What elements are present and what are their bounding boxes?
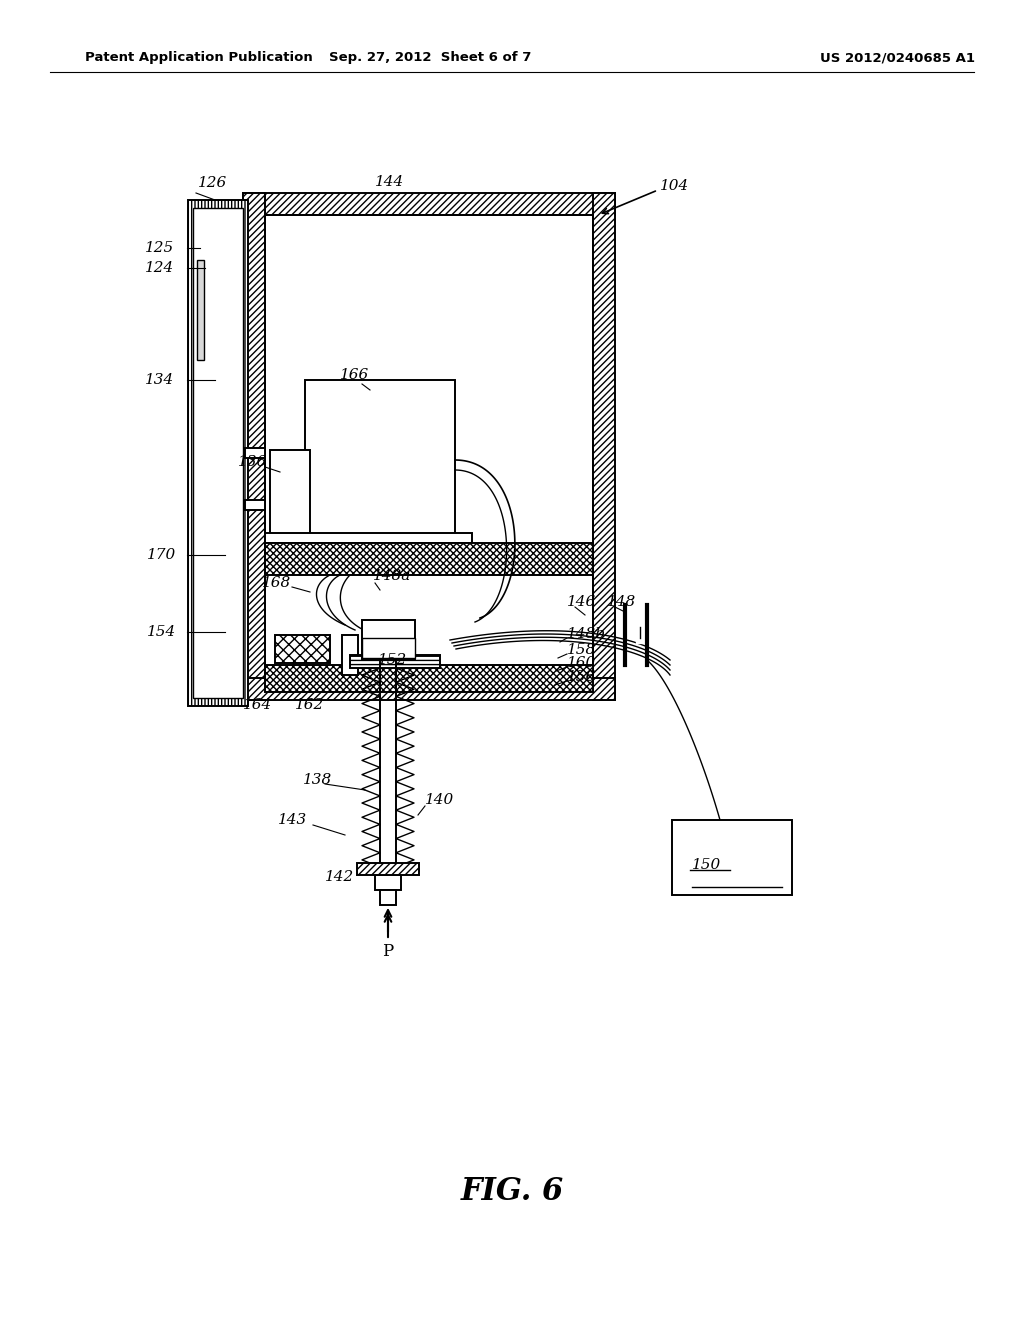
Text: 144: 144 [375, 176, 404, 189]
Text: 166: 166 [340, 368, 370, 381]
Text: 150: 150 [692, 858, 721, 873]
Text: 148b: 148b [567, 627, 606, 642]
Text: 154: 154 [147, 624, 176, 639]
Bar [362, 638, 415, 657]
Text: 168: 168 [262, 576, 291, 590]
Bar [243, 678, 615, 700]
Text: 164: 164 [243, 698, 272, 711]
Text: 148a: 148a [373, 569, 412, 583]
Text: 126: 126 [198, 176, 227, 190]
Text: 162: 162 [295, 698, 325, 711]
Bar [362, 620, 415, 660]
Bar [245, 500, 265, 510]
Bar [380, 890, 396, 906]
Bar [350, 655, 440, 668]
Bar [270, 450, 310, 535]
Text: US 2012/0240685 A1: US 2012/0240685 A1 [820, 51, 975, 65]
Text: 124: 124 [145, 261, 174, 275]
Text: 143: 143 [278, 813, 307, 828]
Bar [672, 820, 792, 895]
Bar [362, 660, 414, 875]
Bar [593, 193, 615, 700]
Text: 170: 170 [147, 548, 176, 562]
Text: Patent Application Publication: Patent Application Publication [85, 51, 312, 65]
Text: 136: 136 [238, 455, 267, 469]
Bar [197, 260, 204, 360]
Text: 125: 125 [145, 242, 174, 255]
Bar [275, 635, 330, 663]
Text: 152: 152 [379, 653, 408, 667]
Text: 158: 158 [567, 643, 596, 657]
Bar [357, 863, 419, 875]
Text: 160: 160 [567, 656, 596, 671]
Bar [188, 201, 248, 706]
Text: 146: 146 [567, 595, 596, 609]
Text: FIG. 6: FIG. 6 [461, 1176, 563, 1208]
Bar [243, 193, 615, 215]
Bar [342, 635, 358, 675]
Text: 134: 134 [145, 374, 174, 387]
Text: Sep. 27, 2012  Sheet 6 of 7: Sep. 27, 2012 Sheet 6 of 7 [329, 51, 531, 65]
Text: P: P [382, 944, 393, 961]
Bar [265, 215, 593, 678]
Bar [305, 380, 455, 535]
Text: 104: 104 [660, 180, 689, 193]
Bar [265, 533, 472, 543]
Text: 148: 148 [607, 595, 636, 609]
Bar [375, 875, 401, 890]
Text: 156: 156 [567, 671, 596, 684]
Bar [243, 193, 265, 700]
Bar [245, 447, 265, 458]
Bar [193, 209, 243, 698]
Text: 142: 142 [325, 870, 354, 884]
Text: 140: 140 [425, 793, 455, 807]
Bar [265, 665, 593, 692]
Text: 138: 138 [303, 774, 332, 787]
Bar [265, 543, 593, 576]
